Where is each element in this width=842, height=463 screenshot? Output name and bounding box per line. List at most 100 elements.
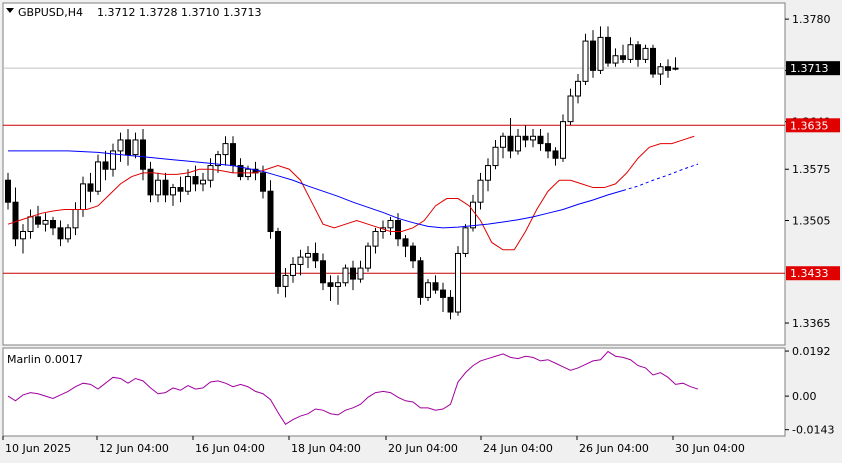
candle-body (267, 190, 274, 232)
candle-body (500, 135, 506, 148)
candle-body (290, 263, 296, 276)
candle (635, 41, 641, 67)
candle-body (477, 179, 484, 203)
candle-body (50, 220, 56, 229)
candle-body (342, 267, 349, 284)
candle (117, 132, 124, 162)
candle-body (485, 165, 491, 181)
candle-body (560, 121, 566, 159)
candle (515, 128, 521, 155)
candle-body (650, 47, 656, 75)
candle-body (312, 252, 319, 262)
candle-body (27, 216, 34, 232)
candle-body (222, 143, 229, 156)
candle-body (612, 55, 619, 64)
candle (57, 220, 64, 247)
candle (500, 132, 506, 159)
candle (42, 213, 49, 232)
candle (5, 172, 11, 210)
candle-body (432, 282, 439, 291)
dropdown-triangle-icon[interactable] (6, 8, 14, 13)
candle-body (657, 66, 664, 75)
candle (342, 264, 349, 287)
candle (327, 275, 334, 302)
candle-body (507, 135, 514, 152)
candle (605, 26, 611, 67)
time-tick-label: 30 Jun 04:00 (675, 442, 745, 455)
candle-body (335, 282, 341, 287)
candle-body (170, 187, 176, 196)
candle (312, 242, 319, 269)
candle (222, 136, 229, 166)
time-tick-label: 24 Jun 04:00 (483, 442, 553, 455)
level-price-label: 1.3433 (790, 267, 829, 280)
candle-body (282, 274, 289, 287)
price-tick-label: 1.3365 (792, 317, 831, 330)
candle-body (665, 66, 671, 71)
time-tick-label: 26 Jun 04:00 (579, 442, 649, 455)
candle (65, 224, 71, 243)
candle-body (200, 179, 206, 185)
main-plot-area[interactable] (2, 2, 786, 346)
candle-body (455, 252, 461, 313)
candle-body (492, 146, 499, 167)
candle (192, 165, 199, 192)
level-price-tag (786, 266, 840, 281)
candle-body (425, 282, 431, 298)
ohlc-readout: 1.3712 1.3728 1.3710 1.3713 (97, 6, 261, 19)
candle (567, 88, 574, 126)
candle-body (410, 245, 416, 262)
candle-body (530, 135, 536, 141)
candle-body (605, 36, 611, 64)
candle-body (642, 47, 649, 60)
candle-body (365, 245, 371, 269)
candle (492, 139, 499, 170)
candle-body (402, 238, 409, 247)
candle-body (5, 179, 11, 203)
oscillator-plot-area[interactable] (2, 347, 786, 437)
candle-body (305, 252, 311, 258)
candle-body (582, 40, 589, 82)
price-tick-label: 1.3505 (792, 215, 831, 228)
candle-body (72, 209, 79, 229)
candle (485, 158, 491, 192)
candle-body (132, 139, 139, 156)
oscillator-tick-label: 0.0192 (792, 345, 831, 358)
candle (237, 158, 244, 181)
candle-body (357, 267, 364, 280)
candle (35, 205, 41, 228)
candle (350, 260, 356, 291)
candle (155, 172, 161, 203)
candle (365, 242, 371, 272)
candle (267, 180, 274, 239)
candle (297, 249, 304, 276)
candle (372, 227, 379, 254)
oscillator-tick-label: 0.00 (792, 390, 817, 403)
current-price-label: 1.3713 (790, 62, 829, 75)
candle-body (230, 143, 236, 167)
candle (402, 235, 409, 258)
candle (185, 169, 191, 195)
oscillator-axis: 0.0192 0.00 -0.0143 (785, 345, 834, 437)
candle (387, 216, 394, 236)
candle-body (117, 139, 124, 152)
candle (582, 33, 589, 86)
candle (432, 275, 439, 294)
time-tick-label: 18 Jun 04:00 (291, 442, 361, 455)
horizontal-levels[interactable] (3, 124, 785, 274)
candle (522, 125, 529, 148)
candle-body (57, 227, 64, 240)
candle (642, 44, 649, 64)
candle-body (320, 260, 326, 284)
oscillator-tick-label: -0.0143 (792, 424, 834, 437)
candle-body (515, 135, 521, 152)
candle (650, 44, 656, 78)
price-tick-label: 1.3780 (792, 13, 831, 26)
candle-body (627, 44, 634, 60)
indicator-label: Marlin 0.0017 (7, 353, 83, 366)
time-axis: 10 Jun 2025 12 Jun 04:00 16 Jun 04:00 18 Ju… (2, 436, 745, 455)
candlesticks (5, 26, 679, 320)
candle-body (65, 227, 71, 240)
